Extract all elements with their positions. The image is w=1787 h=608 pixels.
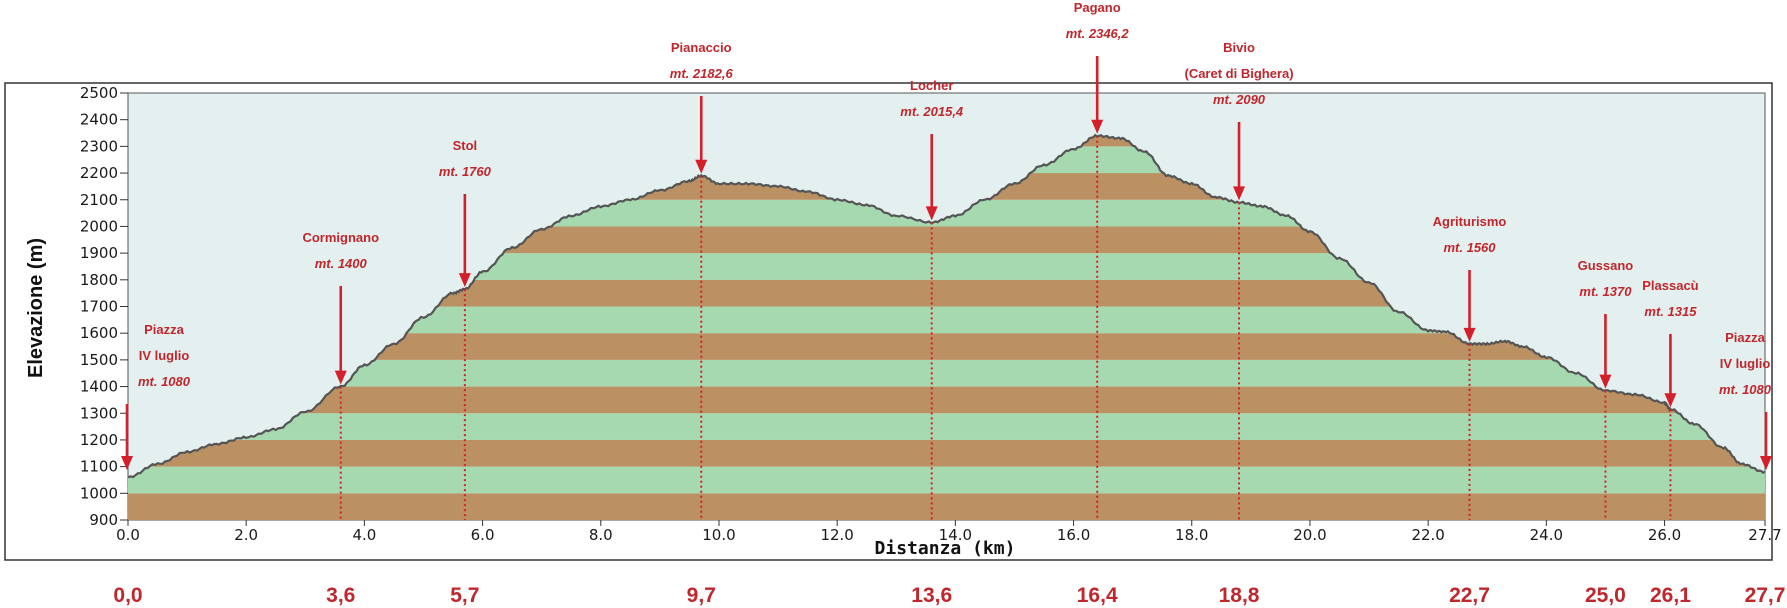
x-tick-label: 18.0	[1175, 526, 1208, 544]
waypoint-name: Pagano	[1074, 0, 1121, 15]
x-tick-label: 24.0	[1530, 526, 1563, 544]
elevation-band	[128, 466, 1765, 494]
waypoint-km-label: 22,7	[1449, 584, 1490, 607]
waypoint-name: Piazza	[1725, 330, 1766, 345]
x-tick-label: 14.0	[939, 526, 972, 544]
waypoint-km-label: 26,1	[1650, 584, 1691, 607]
x-tick-label: 0.0	[116, 526, 140, 544]
x-tick-label: 6.0	[471, 526, 495, 544]
waypoint-elevation: mt. 1315	[1644, 304, 1697, 319]
waypoint-km-label: 18,8	[1219, 584, 1260, 607]
waypoint-name: Stol	[453, 138, 478, 153]
waypoint-elevation: mt. 2182,6	[670, 66, 734, 81]
waypoint-arrow-head	[121, 455, 133, 470]
profile-line	[127, 133, 1766, 479]
waypoint-name: Cormignano	[302, 230, 379, 245]
y-tick-label: 1100	[80, 458, 118, 476]
waypoint-km-label: 13,6	[911, 584, 952, 607]
waypoint-elevation: mt. 1760	[439, 164, 492, 179]
waypoint-name: Piazza	[144, 322, 185, 337]
y-axis-label: Elevazione (m)	[25, 238, 47, 378]
y-tick-label: 2500	[80, 84, 118, 102]
waypoint-arrow-head	[1091, 119, 1104, 134]
waypoint-name: Bivio	[1223, 40, 1255, 55]
elevation-band	[128, 413, 1765, 440]
waypoint-elevation: mt. 1080	[1719, 382, 1772, 397]
waypoint-elevation: mt. 2090	[1213, 92, 1266, 107]
x-tick-label: 26.0	[1648, 526, 1681, 544]
waypoint-name: Plassacù	[1642, 278, 1698, 293]
y-tick-label: 2100	[80, 191, 118, 209]
x-tick-label: 4.0	[352, 526, 376, 544]
waypoint-km-label: 3,6	[326, 584, 355, 607]
waypoint-km-label: 16,4	[1077, 584, 1118, 607]
waypoint-km-label: 9,7	[687, 584, 716, 607]
waypoint-annotations: Piazza IV luglio mt. 1080 Cormignano mt. 140…	[121, 0, 1772, 470]
waypoint-arrow-head	[925, 206, 938, 221]
waypoint-arrow-head	[1233, 186, 1246, 201]
y-tick-label: 1400	[80, 378, 118, 396]
waypoint-arrow-head	[1664, 393, 1677, 408]
y-tick-label: 1500	[80, 351, 118, 369]
waypoint-arrow-head	[1599, 374, 1612, 389]
x-tick-label: 27.7	[1748, 526, 1781, 544]
y-tick-label: 1200	[80, 431, 118, 449]
x-tick-label: 10.0	[702, 526, 735, 544]
y-tick-label: 1300	[80, 404, 118, 422]
elevation-band	[128, 359, 1765, 387]
y-tick-label: 2400	[80, 111, 118, 129]
waypoint-km-label: 0,0	[113, 584, 142, 607]
y-tick-label: 1700	[80, 298, 118, 316]
x-tick-label: 22.0	[1411, 526, 1444, 544]
waypoint-name: IV luglio	[139, 348, 190, 363]
x-tick-label: 8.0	[589, 526, 613, 544]
elevation-band	[128, 439, 1765, 467]
waypoint-km-label: 27,7	[1745, 584, 1786, 607]
y-tick-label: 2300	[80, 137, 118, 155]
y-tick-label: 1600	[80, 324, 118, 342]
y-tick-label: 900	[89, 511, 118, 529]
waypoint-elevation: mt. 1400	[315, 256, 368, 271]
y-tick-label: 1900	[80, 244, 118, 262]
waypoint-name: Agriturismo	[1433, 214, 1507, 229]
waypoint-elevation: mt. 1560	[1443, 240, 1496, 255]
waypoint-arrow-head	[1760, 455, 1772, 470]
waypoint-elevation: mt. 2346,2	[1066, 26, 1130, 41]
y-axis: 900 1000 1100 1200 1300 1400 1500 1600 1700 1800 1…	[80, 84, 128, 529]
y-tick-label: 2200	[80, 164, 118, 182]
waypoint-name: IV luglio	[1720, 356, 1771, 371]
waypoint-arrow-head	[1463, 327, 1476, 342]
elevation-band	[128, 386, 1765, 414]
waypoint-name: Pianaccio	[671, 40, 732, 55]
y-tick-label: 1800	[80, 271, 118, 289]
waypoint-dotted-lines	[339, 135, 1672, 520]
y-tick-label: 1000	[80, 484, 118, 502]
waypoint-elevation: mt. 1370	[1579, 284, 1632, 299]
waypoint-elevation: mt. 2015,4	[900, 104, 964, 119]
x-axis: 0.0 2.0 4.0 6.0 8.0 10.0 12.0 14.0 16.0 18.0 20.0 2…	[116, 520, 1782, 544]
x-tick-label: 20.0	[1293, 526, 1326, 544]
waypoint-elevation: mt. 1080	[138, 374, 191, 389]
waypoint-km-label: 5,7	[450, 584, 479, 607]
x-tick-label: 16.0	[1057, 526, 1090, 544]
y-tick-label: 2000	[80, 217, 118, 235]
waypoint-arrow-head	[458, 273, 471, 288]
waypoint-arrow-head	[695, 159, 708, 174]
waypoint-name: Locher	[910, 78, 953, 93]
waypoint-arrow-head	[334, 370, 347, 385]
waypoint-km-labels: 0,0 3,6 5,7 9,7 13,6 16,4 18,8 22,7 25,0 26,1 27,7	[113, 584, 1785, 607]
waypoint-name: Gussano	[1578, 258, 1634, 273]
waypoint-km-label: 25,0	[1585, 584, 1626, 607]
elevation-band	[128, 493, 1765, 520]
x-tick-label: 2.0	[234, 526, 258, 544]
waypoint-name: (Caret di Bighera)	[1184, 66, 1293, 81]
x-axis-label: Distanza (km)	[875, 538, 1016, 559]
x-tick-label: 12.0	[820, 526, 853, 544]
